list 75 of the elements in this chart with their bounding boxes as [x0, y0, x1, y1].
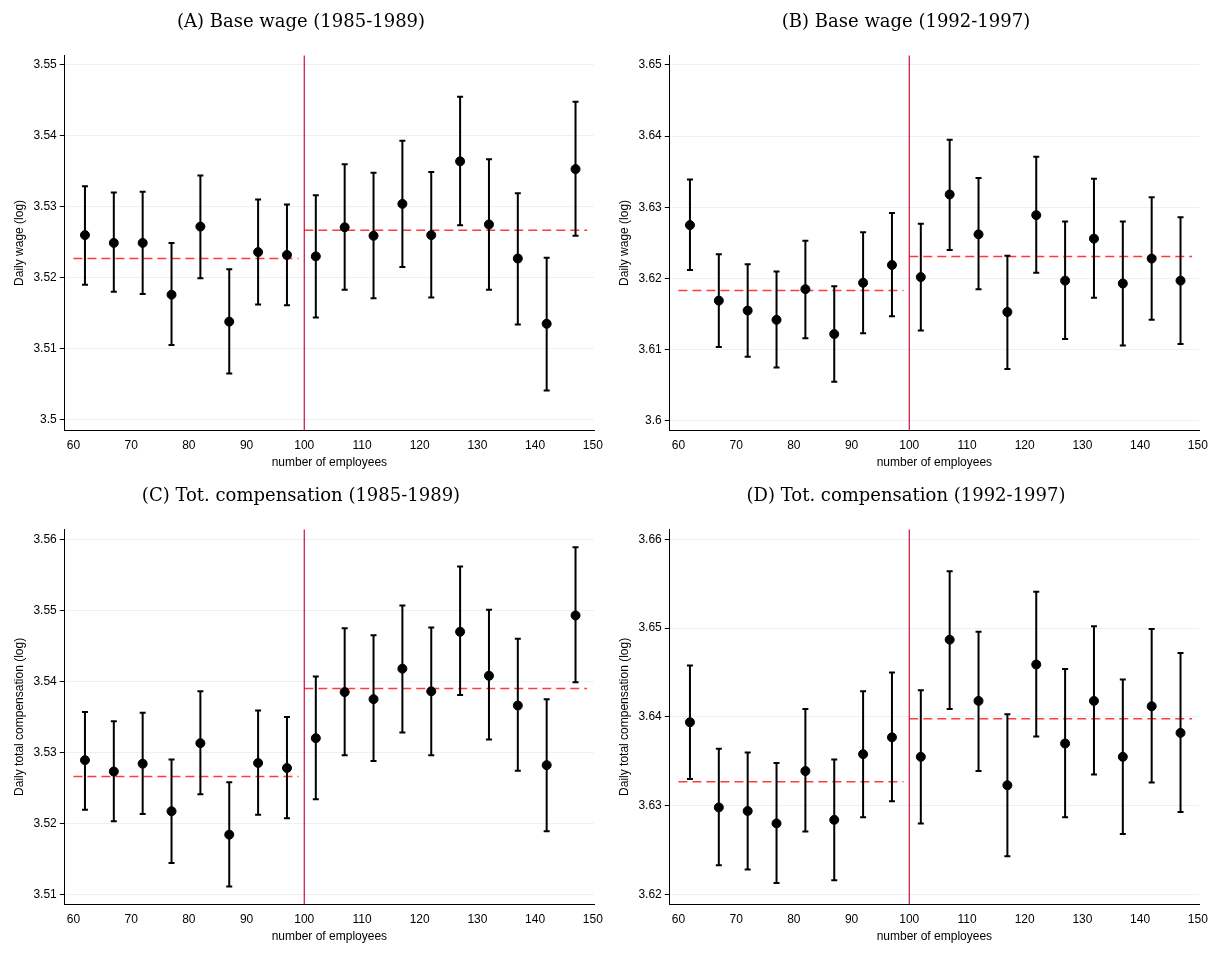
- x-tick-label: 120: [1014, 911, 1036, 926]
- y-tick-label: 3.63: [638, 199, 663, 214]
- y-tick-label: 3.5: [40, 411, 58, 426]
- y-tick-label: 3.53: [33, 199, 58, 214]
- x-tick-label: 130: [1072, 911, 1093, 926]
- y-tick-label: 3.62: [638, 270, 663, 285]
- x-tick-label: 140: [525, 911, 546, 926]
- y-tick-label: 3.52: [33, 269, 58, 284]
- y-tick-label: 3.62: [638, 886, 663, 901]
- y-tick-label: 3.65: [638, 57, 663, 72]
- x-tick-label: 90: [844, 911, 859, 926]
- x-tick-label: 120: [1014, 437, 1036, 452]
- x-tick-label: 100: [294, 911, 315, 926]
- y-tick-label: 3.63: [638, 797, 663, 812]
- x-axis-title: number of employees: [876, 455, 993, 470]
- x-tick-label: 140: [1130, 911, 1151, 926]
- y-tick-label: 3.53: [33, 744, 58, 759]
- chart-title: (B) Base wage (1992-1997): [781, 10, 1031, 32]
- x-tick-label: 100: [294, 437, 315, 452]
- chart-title: (C) Tot. compensation (1985-1989): [141, 484, 461, 506]
- x-tick-label: 60: [671, 437, 686, 452]
- y-tick-label: 3.64: [638, 128, 663, 143]
- x-tick-label: 120: [409, 437, 431, 452]
- chart-title: (A) Base wage (1985-1989): [176, 10, 426, 32]
- y-axis-title: Daily wage (log): [616, 199, 631, 286]
- x-axis-title: number of employees: [271, 929, 388, 944]
- x-tick-label: 70: [124, 437, 139, 452]
- x-tick-label: 130: [1072, 437, 1093, 452]
- x-tick-label: 90: [844, 437, 859, 452]
- y-tick-label: 3.55: [33, 602, 58, 617]
- y-tick-label: 3.55: [33, 57, 58, 72]
- y-axis-title: Daily total compensation (log): [616, 637, 631, 796]
- y-tick-label: 3.51: [33, 340, 58, 355]
- x-tick-label: 130: [467, 437, 488, 452]
- x-tick-label: 60: [66, 437, 81, 452]
- y-tick-label: 3.64: [638, 709, 663, 724]
- y-tick-label: 3.51: [33, 886, 58, 901]
- x-tick-label: 110: [957, 911, 977, 926]
- x-tick-label: 140: [1130, 437, 1151, 452]
- y-tick-label: 3.65: [638, 620, 663, 635]
- x-tick-label: 150: [1187, 437, 1209, 452]
- x-tick-label: 150: [582, 911, 604, 926]
- y-tick-label: 3.66: [638, 531, 663, 546]
- x-tick-label: 110: [957, 437, 977, 452]
- x-tick-label: 90: [239, 911, 254, 926]
- x-tick-label: 80: [787, 911, 801, 926]
- x-tick-label: 60: [671, 911, 686, 926]
- x-tick-label: 150: [582, 437, 604, 452]
- x-tick-label: 80: [182, 437, 196, 452]
- x-axis-title: number of employees: [876, 929, 993, 944]
- y-tick-label: 3.6: [645, 413, 663, 428]
- x-tick-label: 140: [525, 437, 546, 452]
- y-axis-title: Daily total compensation (log): [11, 637, 26, 796]
- y-tick-label: 3.52: [33, 815, 58, 830]
- x-tick-label: 110: [352, 437, 372, 452]
- x-tick-label: 100: [899, 911, 920, 926]
- y-tick-label: 3.54: [33, 673, 58, 688]
- x-tick-label: 70: [729, 911, 744, 926]
- x-tick-label: 70: [124, 911, 139, 926]
- y-axis-title: Daily wage (log): [11, 199, 26, 286]
- x-tick-label: 110: [352, 911, 372, 926]
- x-axis-title: number of employees: [271, 455, 388, 470]
- x-tick-label: 150: [1187, 911, 1209, 926]
- y-tick-label: 3.61: [638, 342, 663, 357]
- y-tick-label: 3.54: [33, 128, 58, 143]
- x-tick-label: 70: [729, 437, 744, 452]
- x-tick-label: 80: [787, 437, 801, 452]
- chart-title: (D) Tot. compensation (1992-1997): [746, 484, 1066, 506]
- x-tick-label: 130: [467, 911, 488, 926]
- x-tick-label: 100: [899, 437, 920, 452]
- x-tick-label: 120: [409, 911, 431, 926]
- x-tick-label: 80: [182, 911, 196, 926]
- x-tick-label: 60: [66, 911, 81, 926]
- x-tick-label: 90: [239, 437, 254, 452]
- y-tick-label: 3.56: [33, 531, 58, 546]
